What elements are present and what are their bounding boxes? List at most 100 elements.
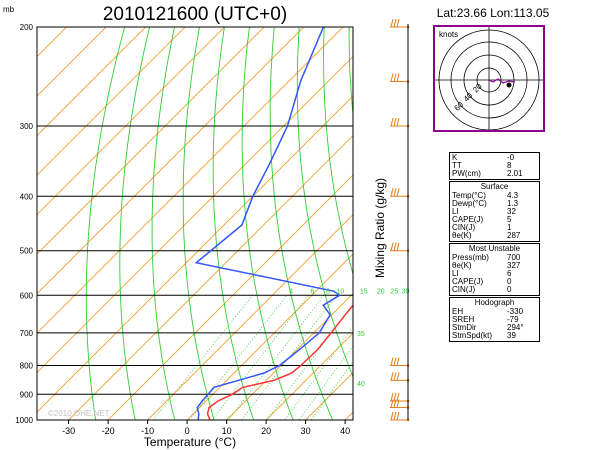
hodograph-unit-label: knots xyxy=(439,30,458,39)
hodograph-trace xyxy=(488,78,516,84)
most-unstable-row: LI 6 xyxy=(452,270,537,278)
wind-barb xyxy=(390,372,410,382)
stat-value: 0 xyxy=(507,277,512,286)
isotherm-line xyxy=(107,174,353,420)
most-unstable-row: θe(K) 327 xyxy=(452,262,537,270)
mixing-ratio-label: 20 xyxy=(377,288,385,295)
isotherm-line xyxy=(37,55,353,374)
stat-value: 6 xyxy=(507,269,512,278)
mixing-ratio-line xyxy=(298,345,353,420)
x-tick-label: -20 xyxy=(102,426,115,436)
stat-value: 39 xyxy=(507,331,516,340)
pw-label: PW(cm) xyxy=(452,169,481,178)
dry-adiabat-line xyxy=(571,15,600,432)
x-tick-label: 30 xyxy=(301,426,311,436)
stat-value: 294° xyxy=(507,323,524,332)
surface-row: Dewp(°C) 1.3 xyxy=(452,200,537,208)
hodograph-ring-label: 60 xyxy=(453,100,466,113)
stat-value: 700 xyxy=(507,253,521,262)
surface-row: θe(K) 287 xyxy=(452,232,537,240)
dry-adiabat-line xyxy=(212,27,255,420)
isotherm-line xyxy=(146,213,353,420)
surface-row: LI 32 xyxy=(452,208,537,216)
hodo-stats-row: StmDir 294° xyxy=(452,324,537,332)
isotherm-line xyxy=(37,27,186,176)
isotherm-line xyxy=(67,134,353,420)
chart-title: 2010121600 (UTC+0) xyxy=(103,4,287,25)
x-tick-label: 20 xyxy=(261,426,271,436)
stat-label: CAPE(J) xyxy=(452,277,484,286)
x-tick-label: -10 xyxy=(141,426,154,436)
x-tick-label: 40 xyxy=(340,426,350,436)
hodograph-ring-label: 40 xyxy=(462,91,475,104)
theta-e-label: 40 xyxy=(357,381,365,388)
most-unstable-row: CIN(J) 0 xyxy=(452,286,537,294)
wind-barb xyxy=(390,411,410,422)
x-axis-label: Temperature (°C) xyxy=(144,435,236,449)
tt-index-label: TT xyxy=(452,161,462,170)
mixing-ratio-line xyxy=(284,326,353,420)
hodograph-ring-label: 20 xyxy=(471,81,484,94)
dry-adiabat-line xyxy=(546,15,600,432)
most-unstable-row: Press(mb) 700 xyxy=(452,254,537,262)
pw-value: 2.01 xyxy=(507,169,523,178)
stats-panel: K -0 TT 8 PW(cm) 2.01 Surface Temp(°C) 4.3 De… xyxy=(449,152,540,343)
stat-label: Press(mb) xyxy=(452,253,489,262)
surface-title: Surface xyxy=(480,182,509,191)
most-unstable-title: Most Unstable xyxy=(468,244,521,253)
stat-value: 327 xyxy=(507,261,521,270)
surface-row: Temp(°C) 4.3 xyxy=(452,192,537,200)
stat-value: 1.3 xyxy=(507,199,519,208)
stat-label: StmDir xyxy=(452,323,477,332)
mixing-ratio-label: 8 xyxy=(326,288,330,295)
stat-label: SREH xyxy=(452,315,475,324)
stat-label: LI xyxy=(452,269,459,278)
mixing-ratio-label: 25 xyxy=(390,288,398,295)
x-tick-label: -30 xyxy=(62,426,75,436)
hodo-stats-row: SREH -79 xyxy=(452,316,537,324)
mixing-ratio-label: 6 xyxy=(310,288,314,295)
mixing-ratio-line xyxy=(211,295,309,420)
isotherm-line xyxy=(37,27,147,137)
watermark: ©2010 OHE.NET xyxy=(48,409,110,418)
k-index-value: -0 xyxy=(507,153,515,162)
mixing-ratio-label: 4 xyxy=(289,288,293,295)
mixing-ratio-line xyxy=(152,295,254,420)
y-tick-label: 300 xyxy=(20,122,34,131)
isotherm-line xyxy=(186,253,353,420)
stat-label: CIN(J) xyxy=(452,223,476,232)
hodograph-stats-title: Hodograph xyxy=(474,298,515,307)
stat-value: 287 xyxy=(507,231,521,240)
dewpoint-trace xyxy=(194,27,341,420)
y-tick-label: 700 xyxy=(20,329,34,338)
stat-label: CAPE(J) xyxy=(452,215,484,224)
mixing-ratio-line xyxy=(241,295,337,420)
isotherm-line xyxy=(37,27,344,334)
stat-value: 0 xyxy=(507,285,512,294)
mixing-ratio-label: 10 xyxy=(337,288,345,295)
y-tick-label: 800 xyxy=(20,362,34,371)
stat-label: LI xyxy=(452,207,459,216)
wind-barb xyxy=(390,73,410,83)
wind-barb xyxy=(390,18,410,29)
stat-label: CIN(J) xyxy=(452,285,476,294)
hodograph-stats-box: Hodograph EH -330 SREH -79 StmDir 294° StmSpd(… xyxy=(449,297,540,342)
stat-value: -330 xyxy=(507,307,524,316)
temperature-trace xyxy=(206,304,353,420)
theta-e-label: 35 xyxy=(357,331,365,338)
y-tick-label: 400 xyxy=(20,192,34,201)
k-index-label: K xyxy=(452,153,458,162)
hodo-stats-row: EH -330 xyxy=(452,308,537,316)
stat-value: 32 xyxy=(507,207,516,216)
pressure-unit-label: mb xyxy=(3,5,15,14)
isotherm-line xyxy=(37,95,353,413)
tt-index-value: 8 xyxy=(507,161,512,170)
mixing-ratio-axis-label: Mixing Ratio (g/kg) xyxy=(373,178,387,278)
surface-row: CAPE(J) 5 xyxy=(452,216,537,224)
mixing-ratio-line xyxy=(228,295,325,420)
wind-barb xyxy=(390,399,410,409)
dry-adiabat-line xyxy=(296,27,353,378)
isotherm-line xyxy=(37,27,107,97)
most-unstable-row: CAPE(J) 0 xyxy=(452,278,537,286)
wind-barb xyxy=(390,242,410,253)
